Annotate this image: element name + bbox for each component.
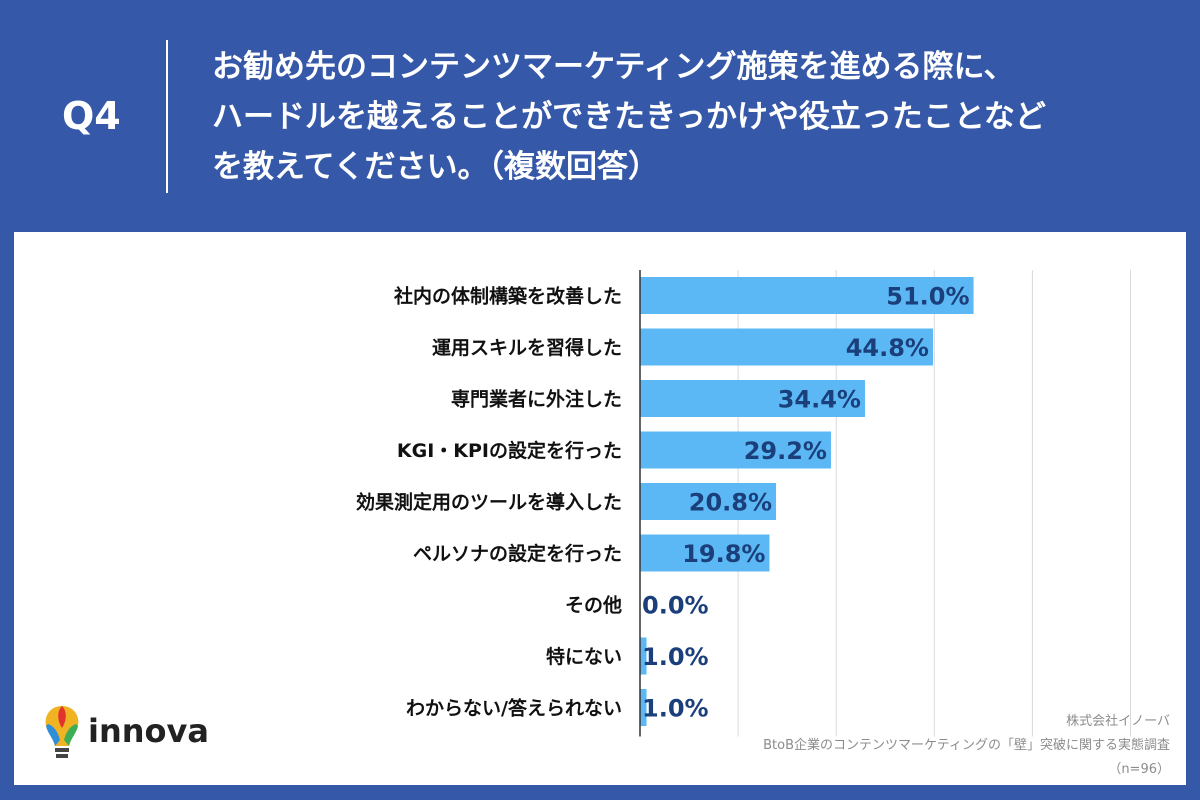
question-text: お勧め先のコンテンツマーケティング施策を進める際に、 ハードルを越えることができ… (212, 42, 1172, 192)
bar (640, 328, 933, 366)
category-label: 効果測定用のツールを導入した (356, 491, 622, 514)
bar (640, 380, 865, 417)
data-label: 51.0% (886, 283, 969, 311)
logo-text: innova (88, 712, 209, 750)
credit-survey: BtoB企業のコンテンツマーケティングの「壁」突破に関する実態調査 (763, 738, 1170, 753)
question-line: お勧め先のコンテンツマーケティング施策を進める際に、 (212, 49, 1015, 85)
data-label: 29.2% (744, 437, 827, 465)
category-label: 専門業者に外注した (451, 388, 622, 411)
question-line: を教えてください。（複数回答） (212, 149, 660, 185)
data-label: 1.0% (642, 695, 709, 723)
data-label: 1.0% (642, 643, 709, 671)
credit-sample: （n=96） (1108, 762, 1170, 777)
bar (640, 277, 974, 314)
category-label: 特にない (546, 646, 622, 668)
question-line: ハードルを越えることができたきっかけや役立ったことなど (212, 99, 1046, 135)
data-label: 19.8% (682, 540, 765, 568)
bar-chart: 社内の体制構築を改善した 51.0% 運用スキルを習得した 44.8% 専門業者に外注し… (356, 270, 1131, 737)
category-label: わからない/答えられない (406, 697, 622, 720)
category-label: ペルソナの設定を行った (413, 542, 622, 565)
innova-logo: innova (40, 702, 220, 762)
lightbulb-icon (45, 706, 79, 758)
question-number: Q4 (62, 94, 121, 138)
data-label: 34.4% (778, 386, 861, 414)
data-label: 0.0% (642, 592, 709, 620)
header: Q4 お勧め先のコンテンツマーケティング施策を進める際に、 ハードルを越えること… (0, 0, 1200, 232)
bar (640, 431, 831, 469)
category-label: 社内の体制構築を改善した (393, 285, 622, 308)
chart-panel: 社内の体制構築を改善した 51.0% 運用スキルを習得した 44.8% 専門業者に外注し… (14, 232, 1186, 785)
credit-company: 株式会社イノーバ (1066, 714, 1170, 729)
category-label: KGI・KPIの設定を行った (397, 439, 622, 462)
data-label: 44.8% (846, 334, 929, 362)
bar (640, 689, 647, 726)
header-divider (166, 40, 168, 193)
data-label: 20.8% (689, 489, 772, 517)
category-label: 運用スキルを習得した (432, 336, 622, 359)
bar (640, 534, 770, 572)
bar (640, 483, 777, 520)
category-label: その他 (565, 594, 622, 617)
bar (640, 637, 647, 675)
